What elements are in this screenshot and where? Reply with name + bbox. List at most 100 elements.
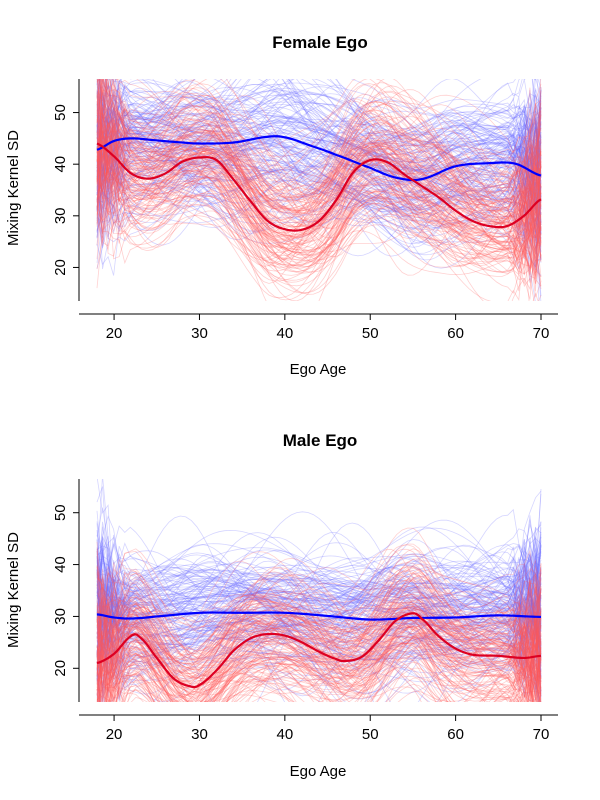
male-ego-red-sample-curve bbox=[96, 578, 539, 702]
female-ego-red-sample-curve bbox=[96, 79, 542, 208]
male-ego-blue-sample-curve bbox=[96, 573, 542, 702]
male-ego-red-sample-curve bbox=[96, 594, 542, 702]
female-ego-red-sample-curve bbox=[96, 83, 542, 224]
male-ego-blue-sample-curve bbox=[96, 526, 542, 671]
male-ego-red-sample-curve bbox=[98, 569, 542, 702]
female-ego-red-sample-curve bbox=[96, 79, 542, 237]
male-ego-red-sample-curve bbox=[99, 607, 542, 702]
female-ego-red-sample-curve bbox=[96, 144, 542, 259]
female-ego-red-sample-curve bbox=[97, 79, 542, 240]
male-ego-red-sample-curve bbox=[96, 620, 542, 690]
male-ego-red-sample-curve bbox=[96, 618, 542, 702]
male-ego-blue-sample-curve bbox=[96, 536, 542, 644]
female-ego-red-sample-curve bbox=[96, 135, 542, 287]
male-ego-blue-sample-curve bbox=[96, 532, 542, 664]
female-ego-red-sample-curve bbox=[96, 79, 542, 292]
female-ego-red-sample-curve bbox=[96, 79, 542, 268]
female-ego-red-sample-curve bbox=[98, 79, 542, 196]
male-ego-blue-sample-curve bbox=[96, 594, 542, 698]
male-ego-red-sample-curve bbox=[96, 577, 542, 702]
female-ego-blue-sample-curve bbox=[96, 150, 542, 240]
male-ego-blue-sample-curve bbox=[96, 547, 542, 650]
male-ego-red-sample-curve bbox=[96, 589, 542, 702]
female-ego-red-sample-curve bbox=[96, 142, 542, 281]
male-ego-blue-sample-curve bbox=[96, 594, 542, 677]
male-ego-blue-sample-curve bbox=[96, 607, 542, 689]
male-ego-blue-sample-curve bbox=[96, 577, 542, 642]
male-ego-red-sample-curve bbox=[113, 609, 542, 702]
female-ego-red-sample-curve bbox=[96, 129, 542, 228]
male-ego-blue-sample-curve bbox=[96, 554, 542, 671]
female-ego-blue-sample-curve bbox=[96, 92, 542, 156]
male-ego-blue-sample-curve bbox=[96, 479, 542, 635]
male-ego-red-sample-curve bbox=[96, 580, 542, 680]
male-ego-blue-sample-curve bbox=[96, 590, 542, 659]
female-ego-blue-sample-curve bbox=[96, 80, 542, 210]
female-ego-blue-sample-curve bbox=[96, 151, 542, 217]
male-ego-red-sample-curve bbox=[96, 548, 542, 663]
male-ego-y-tick-label: 30 bbox=[52, 608, 69, 625]
male-ego-blue-sample-curve bbox=[96, 510, 542, 655]
male-ego-blue-sample-curve bbox=[96, 578, 542, 633]
female-ego-blue-sample-curve bbox=[96, 104, 542, 198]
male-ego-red-sample-curve bbox=[96, 640, 542, 702]
male-ego-blue-sample-curve bbox=[98, 568, 542, 702]
male-ego-blue-sample-curve bbox=[96, 562, 542, 653]
female-ego-red-sample-curve bbox=[96, 119, 542, 255]
male-ego-red-sample-curve bbox=[96, 597, 539, 702]
male-ego-blue-sample-curve bbox=[96, 490, 542, 653]
female-ego-blue-sample-curve bbox=[96, 84, 542, 172]
female-ego-red-sample-curve bbox=[96, 145, 542, 273]
male-ego-red-sample-curve bbox=[96, 579, 542, 661]
female-ego-red-sample-curve bbox=[96, 89, 542, 214]
female-ego-red-sample-curve bbox=[96, 79, 542, 242]
male-ego-blue-sample-curve bbox=[96, 515, 542, 648]
male-ego-y-axis-label: Mixing Kernel SD bbox=[5, 532, 22, 648]
female-ego-red-sample-curve bbox=[98, 79, 542, 219]
female-ego-blue-sample-curve bbox=[96, 117, 542, 269]
female-ego-blue-sample-curve bbox=[96, 79, 542, 178]
female-ego-red-sample-curve bbox=[96, 140, 542, 277]
female-ego-blue-sample-curve bbox=[96, 159, 542, 239]
male-ego-red-sample-curve bbox=[96, 563, 542, 650]
male-ego-blue-sample-curve bbox=[96, 551, 542, 614]
female-ego-blue-sample-curve bbox=[96, 117, 542, 252]
female-ego-red-sample-curve bbox=[96, 79, 542, 258]
male-ego-blue-sample-curve bbox=[96, 535, 542, 656]
male-ego-blue-sample-curve bbox=[96, 547, 542, 639]
female-ego-red-sample-curve bbox=[96, 96, 542, 253]
male-ego-red-sample-curve bbox=[96, 626, 542, 702]
female-ego-red-sample-curve bbox=[96, 105, 542, 275]
female-ego-blue-sample-curve bbox=[96, 141, 542, 239]
female-ego-blue-sample-curve bbox=[96, 117, 542, 248]
male-ego-red-sample-curve bbox=[96, 630, 541, 702]
female-ego-red-sample-curve bbox=[96, 166, 542, 274]
male-ego-red-sample-curve bbox=[115, 582, 542, 702]
female-ego-red-sample-curve bbox=[96, 79, 542, 237]
female-ego-red-sample-curve bbox=[96, 116, 542, 270]
male-ego-blue-sample-curve bbox=[96, 600, 542, 702]
male-ego-blue-sample-curve bbox=[96, 559, 542, 646]
male-ego-red-sample-curve bbox=[96, 580, 542, 702]
male-ego-red-sample-curve bbox=[96, 595, 542, 679]
female-ego-blue-sample-curve bbox=[98, 79, 542, 152]
male-ego-blue-sample-curve bbox=[96, 556, 542, 702]
female-ego-y-tick-label: 20 bbox=[52, 259, 69, 276]
female-ego-red-sample-curve bbox=[96, 150, 542, 292]
male-ego-blue-sample-curve bbox=[96, 590, 542, 655]
male-ego-mean-curves bbox=[96, 611, 542, 689]
female-ego-blue-sample-curve bbox=[96, 102, 542, 183]
male-ego-red-sample-curve bbox=[96, 588, 542, 689]
male-ego-red-sample-curve bbox=[96, 626, 542, 702]
male-ego-red-sample-curve bbox=[96, 604, 542, 692]
female-ego-red-sample-curve bbox=[96, 105, 542, 294]
male-ego-blue-sample-curve bbox=[96, 536, 542, 620]
male-ego-blue-sample-curve bbox=[96, 584, 540, 702]
female-ego-blue-sample-curve bbox=[96, 126, 542, 297]
male-ego-red-sample-curve bbox=[96, 627, 542, 702]
female-ego-blue-sample-curve bbox=[96, 104, 542, 192]
female-ego-blue-sample-curve bbox=[96, 162, 542, 233]
male-ego-blue-sample-curve bbox=[96, 606, 542, 701]
male-ego-red-sample-curve bbox=[96, 601, 542, 678]
male-ego-blue-sample-curve bbox=[96, 589, 542, 702]
